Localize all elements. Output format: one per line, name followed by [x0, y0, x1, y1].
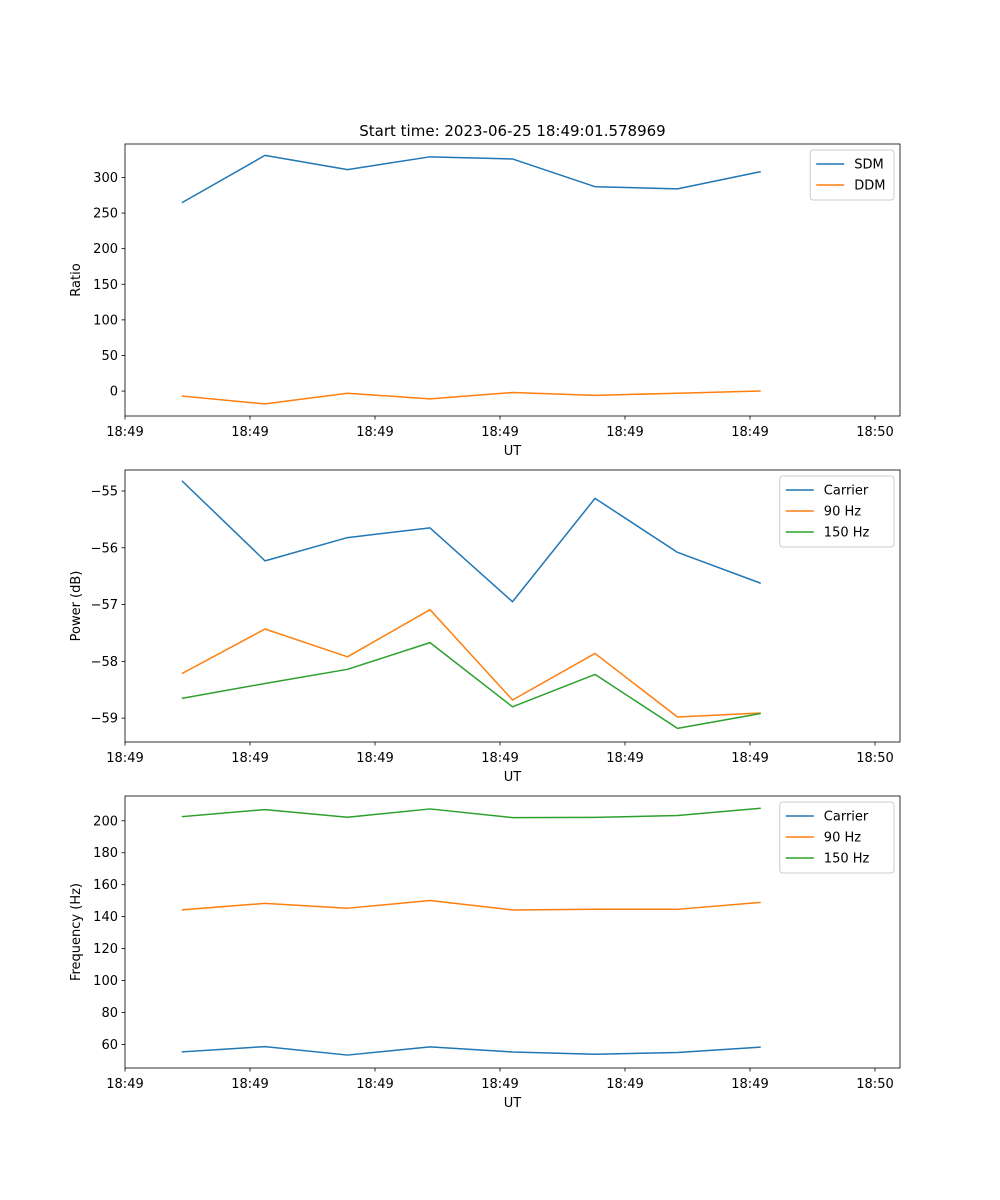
panel-2: 18:49 18:49 18:49 18:49 18:49 18:49 18:50 −59 −5…	[69, 469, 901, 785]
x-tick-label: 18:49	[731, 1077, 768, 1092]
x-tick-label: 18:50	[856, 425, 893, 440]
x-tick-label: 18:49	[606, 1077, 643, 1092]
series-line-sdm	[181, 154, 761, 204]
legend-label: 150 Hz	[824, 526, 870, 541]
y-tick-label: −58	[91, 655, 118, 670]
x-tick-label: 18:49	[481, 425, 518, 440]
x-tick-label: 18:49	[356, 1077, 393, 1092]
y-tick-label: 50	[101, 349, 118, 364]
y-tick-label: 120	[93, 942, 118, 957]
x-tick-label: 18:49	[231, 1077, 268, 1092]
x-tick-label: 18:49	[481, 1077, 518, 1092]
x-axis-label: UT	[504, 770, 522, 785]
y-tick-label: 200	[93, 242, 118, 257]
legend-box	[779, 475, 895, 548]
y-tick-label: −56	[91, 541, 118, 556]
panel-1: 18:49 18:49 18:49 18:49 18:49 18:49 18:50 0 50 10…	[69, 143, 901, 459]
series-line-carrier	[181, 480, 761, 603]
y-axis-label: Ratio	[69, 263, 84, 296]
legend-label: Carrier	[824, 810, 869, 825]
y-tick-label: 200	[93, 814, 118, 829]
x-tick-label: 18:49	[231, 751, 268, 766]
legend-label: SDM	[854, 158, 883, 173]
legend-label: Carrier	[824, 484, 869, 499]
legend: SDM DDM	[809, 149, 895, 201]
chart-title: Start time: 2023-06-25 18:49:01.578969	[359, 122, 665, 140]
legend-label: 90 Hz	[824, 831, 861, 846]
series-line-90-hz	[181, 899, 761, 911]
y-tick-label: 150	[93, 278, 118, 293]
series-line-carrier	[181, 1045, 761, 1056]
x-axis-label: UT	[504, 1096, 522, 1111]
y-tick-label: 160	[93, 878, 118, 893]
x-tick-label: 18:49	[481, 751, 518, 766]
legend-box	[809, 149, 895, 201]
plot-area-frame	[124, 795, 901, 1069]
y-tick-label: 80	[101, 1006, 118, 1021]
series-line-90-hz	[181, 608, 761, 718]
x-tick-label: 18:49	[106, 1077, 143, 1092]
y-tick-label: −55	[91, 485, 118, 500]
y-tick-label: 100	[93, 313, 118, 328]
x-tick-label: 18:49	[106, 751, 143, 766]
series-line-ddm	[181, 390, 761, 405]
plot-area-frame	[124, 143, 901, 417]
series-line-150-hz	[181, 807, 761, 819]
y-tick-label: 300	[93, 171, 118, 186]
legend-label: DDM	[854, 179, 885, 194]
x-axis-label: UT	[504, 444, 522, 459]
y-axis-label: Frequency (Hz)	[69, 883, 84, 981]
x-tick-label: 18:49	[606, 425, 643, 440]
series-line-150-hz	[181, 641, 761, 730]
y-tick-label: 0	[110, 385, 118, 400]
x-tick-label: 18:49	[356, 425, 393, 440]
y-tick-label: 250	[93, 207, 118, 222]
x-tick-label: 18:49	[731, 425, 768, 440]
plot-area-frame	[124, 469, 901, 743]
x-tick-label: 18:49	[231, 425, 268, 440]
legend-label: 90 Hz	[824, 505, 861, 520]
y-tick-label: −57	[91, 598, 118, 613]
y-axis-label: Power (dB)	[69, 571, 84, 642]
legend-label: 150 Hz	[824, 852, 870, 867]
legend: Carrier 90 Hz 150 Hz	[779, 475, 895, 548]
x-tick-label: 18:49	[106, 425, 143, 440]
legend: Carrier 90 Hz 150 Hz	[779, 801, 895, 874]
y-tick-label: −59	[91, 712, 118, 727]
y-tick-label: 100	[93, 974, 118, 989]
x-tick-label: 18:50	[856, 1077, 893, 1092]
x-tick-label: 18:49	[606, 751, 643, 766]
y-tick-label: 180	[93, 846, 118, 861]
panel-3: 18:49 18:49 18:49 18:49 18:49 18:49 18:50 60 80 1…	[69, 795, 901, 1111]
legend-box	[779, 801, 895, 874]
y-tick-label: 140	[93, 910, 118, 925]
x-tick-label: 18:49	[731, 751, 768, 766]
x-tick-label: 18:50	[856, 751, 893, 766]
y-tick-label: 60	[101, 1038, 118, 1053]
x-tick-label: 18:49	[356, 751, 393, 766]
